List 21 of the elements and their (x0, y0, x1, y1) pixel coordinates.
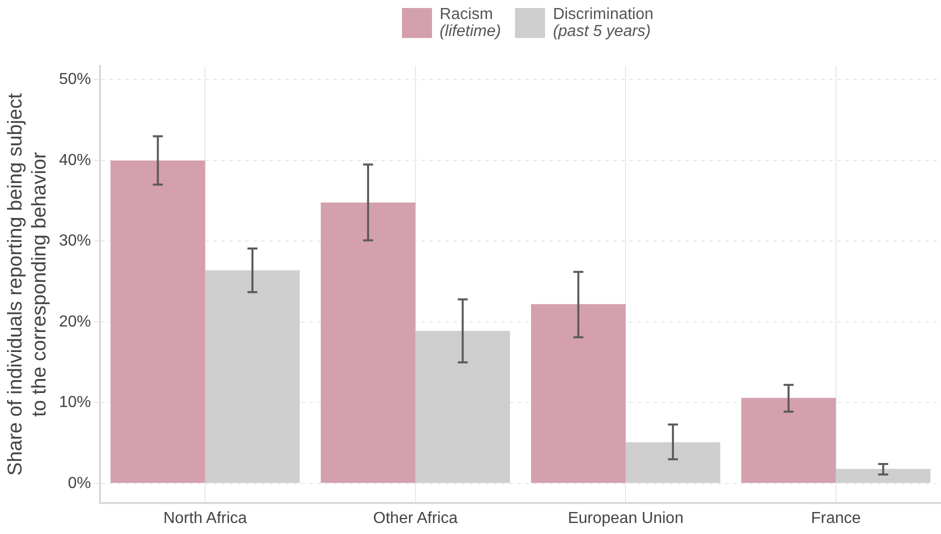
y-tick-label: 40% (58, 152, 92, 169)
bar (110, 160, 206, 483)
bar (415, 330, 510, 483)
y-tick-label: 10% (58, 394, 92, 412)
bar (531, 304, 626, 483)
bar (626, 442, 720, 483)
legend-label: Racism (lifetime) (440, 6, 501, 40)
bar (741, 398, 836, 483)
x-tick-label: North Africa (163, 510, 248, 527)
y-axis-title: Share of individuals reporting being subject to the corresponding behavior (4, 92, 51, 476)
y-tick-label: 0% (68, 474, 92, 492)
x-tick-label: Other Africa (373, 510, 458, 527)
legend-label: Discrimination (past 5 years) (552, 6, 654, 40)
x-tick-label: France (810, 510, 861, 527)
y-tick-label: 50% (58, 71, 92, 88)
y-tick-label: 30% (58, 232, 92, 250)
bar (205, 270, 300, 483)
y-tick-label: 20% (58, 313, 92, 330)
bar (320, 202, 416, 483)
x-tick-label: European Union (568, 510, 684, 527)
bar (836, 468, 930, 483)
